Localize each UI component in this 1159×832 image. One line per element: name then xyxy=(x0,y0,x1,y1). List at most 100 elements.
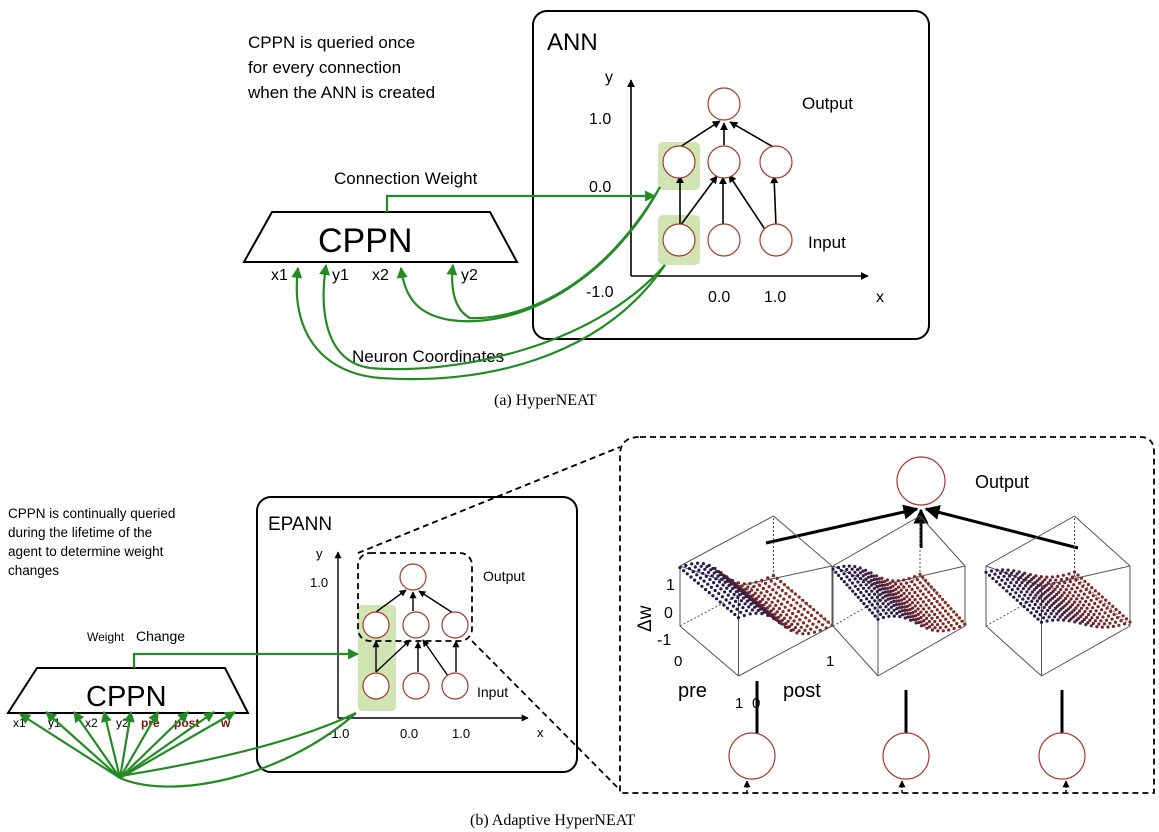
surface-dot xyxy=(881,591,885,595)
surface-dot xyxy=(1051,618,1055,622)
epann-hidden-neuron-3 xyxy=(441,611,469,639)
surface-dot xyxy=(1066,584,1070,588)
surface-dot xyxy=(1128,620,1132,624)
surface-dot xyxy=(886,590,890,594)
surface-dot xyxy=(955,613,959,617)
surface-z-label: Δw xyxy=(635,605,656,632)
surface-dot xyxy=(919,620,923,624)
surface-dot xyxy=(875,595,880,599)
cppn-b-input-w: w xyxy=(220,716,231,730)
surface-dot xyxy=(1016,577,1021,582)
surface-dot xyxy=(1019,601,1023,606)
surface-dot xyxy=(924,610,929,614)
surface-cube-edge xyxy=(738,565,833,587)
surface-dot xyxy=(911,611,915,615)
surface-dot xyxy=(1012,569,1016,573)
caption-a: (a) HyperNEAT xyxy=(494,392,597,409)
surface-cube-edge xyxy=(1074,575,1131,627)
cppn-b-input-x2: x2 xyxy=(85,716,98,730)
surface-dot xyxy=(786,619,790,623)
surface-z-tick-1: 1 xyxy=(666,577,675,594)
surface-dot xyxy=(1089,624,1093,628)
surface-dot xyxy=(1049,591,1053,595)
surface-dot xyxy=(914,617,918,622)
surface-dot xyxy=(768,613,772,618)
surface-dot xyxy=(783,625,787,629)
surface-dot xyxy=(739,599,744,603)
epann-axis-x-label: x xyxy=(537,725,544,740)
surface-dot xyxy=(1028,579,1032,583)
surface-dot xyxy=(842,580,846,584)
surface-dot xyxy=(894,596,898,600)
surface-dot xyxy=(1034,574,1038,578)
surface-dot xyxy=(746,595,750,599)
surface-dot xyxy=(780,588,784,593)
surface-dot xyxy=(935,591,939,595)
surface-dot xyxy=(947,628,951,632)
surface-dot xyxy=(1021,597,1025,601)
surface-dot xyxy=(1070,587,1074,591)
surface-dot xyxy=(1072,570,1077,574)
surface-dot xyxy=(791,598,795,602)
surface-dot xyxy=(875,590,879,594)
surface-dot xyxy=(697,568,701,572)
surface-dot xyxy=(1108,621,1112,625)
surface-dot xyxy=(929,593,934,597)
epann-input-neuron-2 xyxy=(402,672,430,700)
surface-dot xyxy=(876,609,880,613)
surface-dot xyxy=(1062,591,1066,595)
surface-dot xyxy=(1030,590,1034,594)
surface-dot xyxy=(789,603,793,607)
surface-dot xyxy=(731,587,735,591)
surface-dot xyxy=(746,585,750,589)
zoom-input-neuron-2 xyxy=(882,732,930,780)
surface-dot xyxy=(1078,621,1082,625)
surface-dot xyxy=(715,584,719,588)
surface-dot xyxy=(771,573,776,577)
surface-dot xyxy=(1010,571,1014,575)
surface-dot xyxy=(1068,591,1072,595)
cppn-a-label: CPPN xyxy=(318,222,412,260)
surface-dot xyxy=(930,601,934,606)
surface-dot xyxy=(779,579,783,584)
surface-dot xyxy=(889,596,893,600)
surface-dot xyxy=(706,582,710,586)
surface-dot xyxy=(710,574,714,578)
surface-dot xyxy=(687,567,692,571)
surface-dot xyxy=(684,563,688,568)
ann-y-tick-1: 1.0 xyxy=(589,111,611,128)
ann-input-neuron-3 xyxy=(759,223,793,257)
surface-dot xyxy=(1024,576,1028,580)
surface-dot xyxy=(848,578,852,582)
surface-dot xyxy=(1093,619,1097,623)
surface-post-label: post xyxy=(783,680,821,702)
surface-dot xyxy=(952,626,956,631)
surface-dot xyxy=(842,564,846,569)
surface-dot xyxy=(910,594,914,599)
surface-dot xyxy=(865,597,869,601)
surface-dot xyxy=(864,572,868,576)
surface-dot xyxy=(1106,614,1111,618)
surface-dot xyxy=(1077,593,1081,597)
surface-dot xyxy=(1026,608,1030,612)
zoom-line-bottom xyxy=(471,640,621,791)
surface-dot xyxy=(925,626,929,630)
surface-dot xyxy=(908,598,912,602)
surface-dot xyxy=(910,587,914,592)
surface-dot xyxy=(889,600,893,604)
surface-dot xyxy=(897,599,901,603)
surface-dot xyxy=(836,565,841,570)
surface-dot xyxy=(770,600,774,604)
surface-dot xyxy=(824,626,828,630)
surface-dot xyxy=(903,612,907,616)
surface-dot xyxy=(1095,616,1100,620)
surface-z-tick-0: 0 xyxy=(664,605,673,622)
surface-dot xyxy=(858,571,863,575)
surface-dot xyxy=(932,588,936,592)
surface-dot xyxy=(777,585,781,589)
surface-dot xyxy=(919,624,924,628)
surface-dot xyxy=(690,562,694,566)
surface-dot xyxy=(922,607,926,611)
surface-dot xyxy=(758,583,762,588)
panel-a-hyperneat: CPPN is queried once for every connectio… xyxy=(242,10,930,409)
